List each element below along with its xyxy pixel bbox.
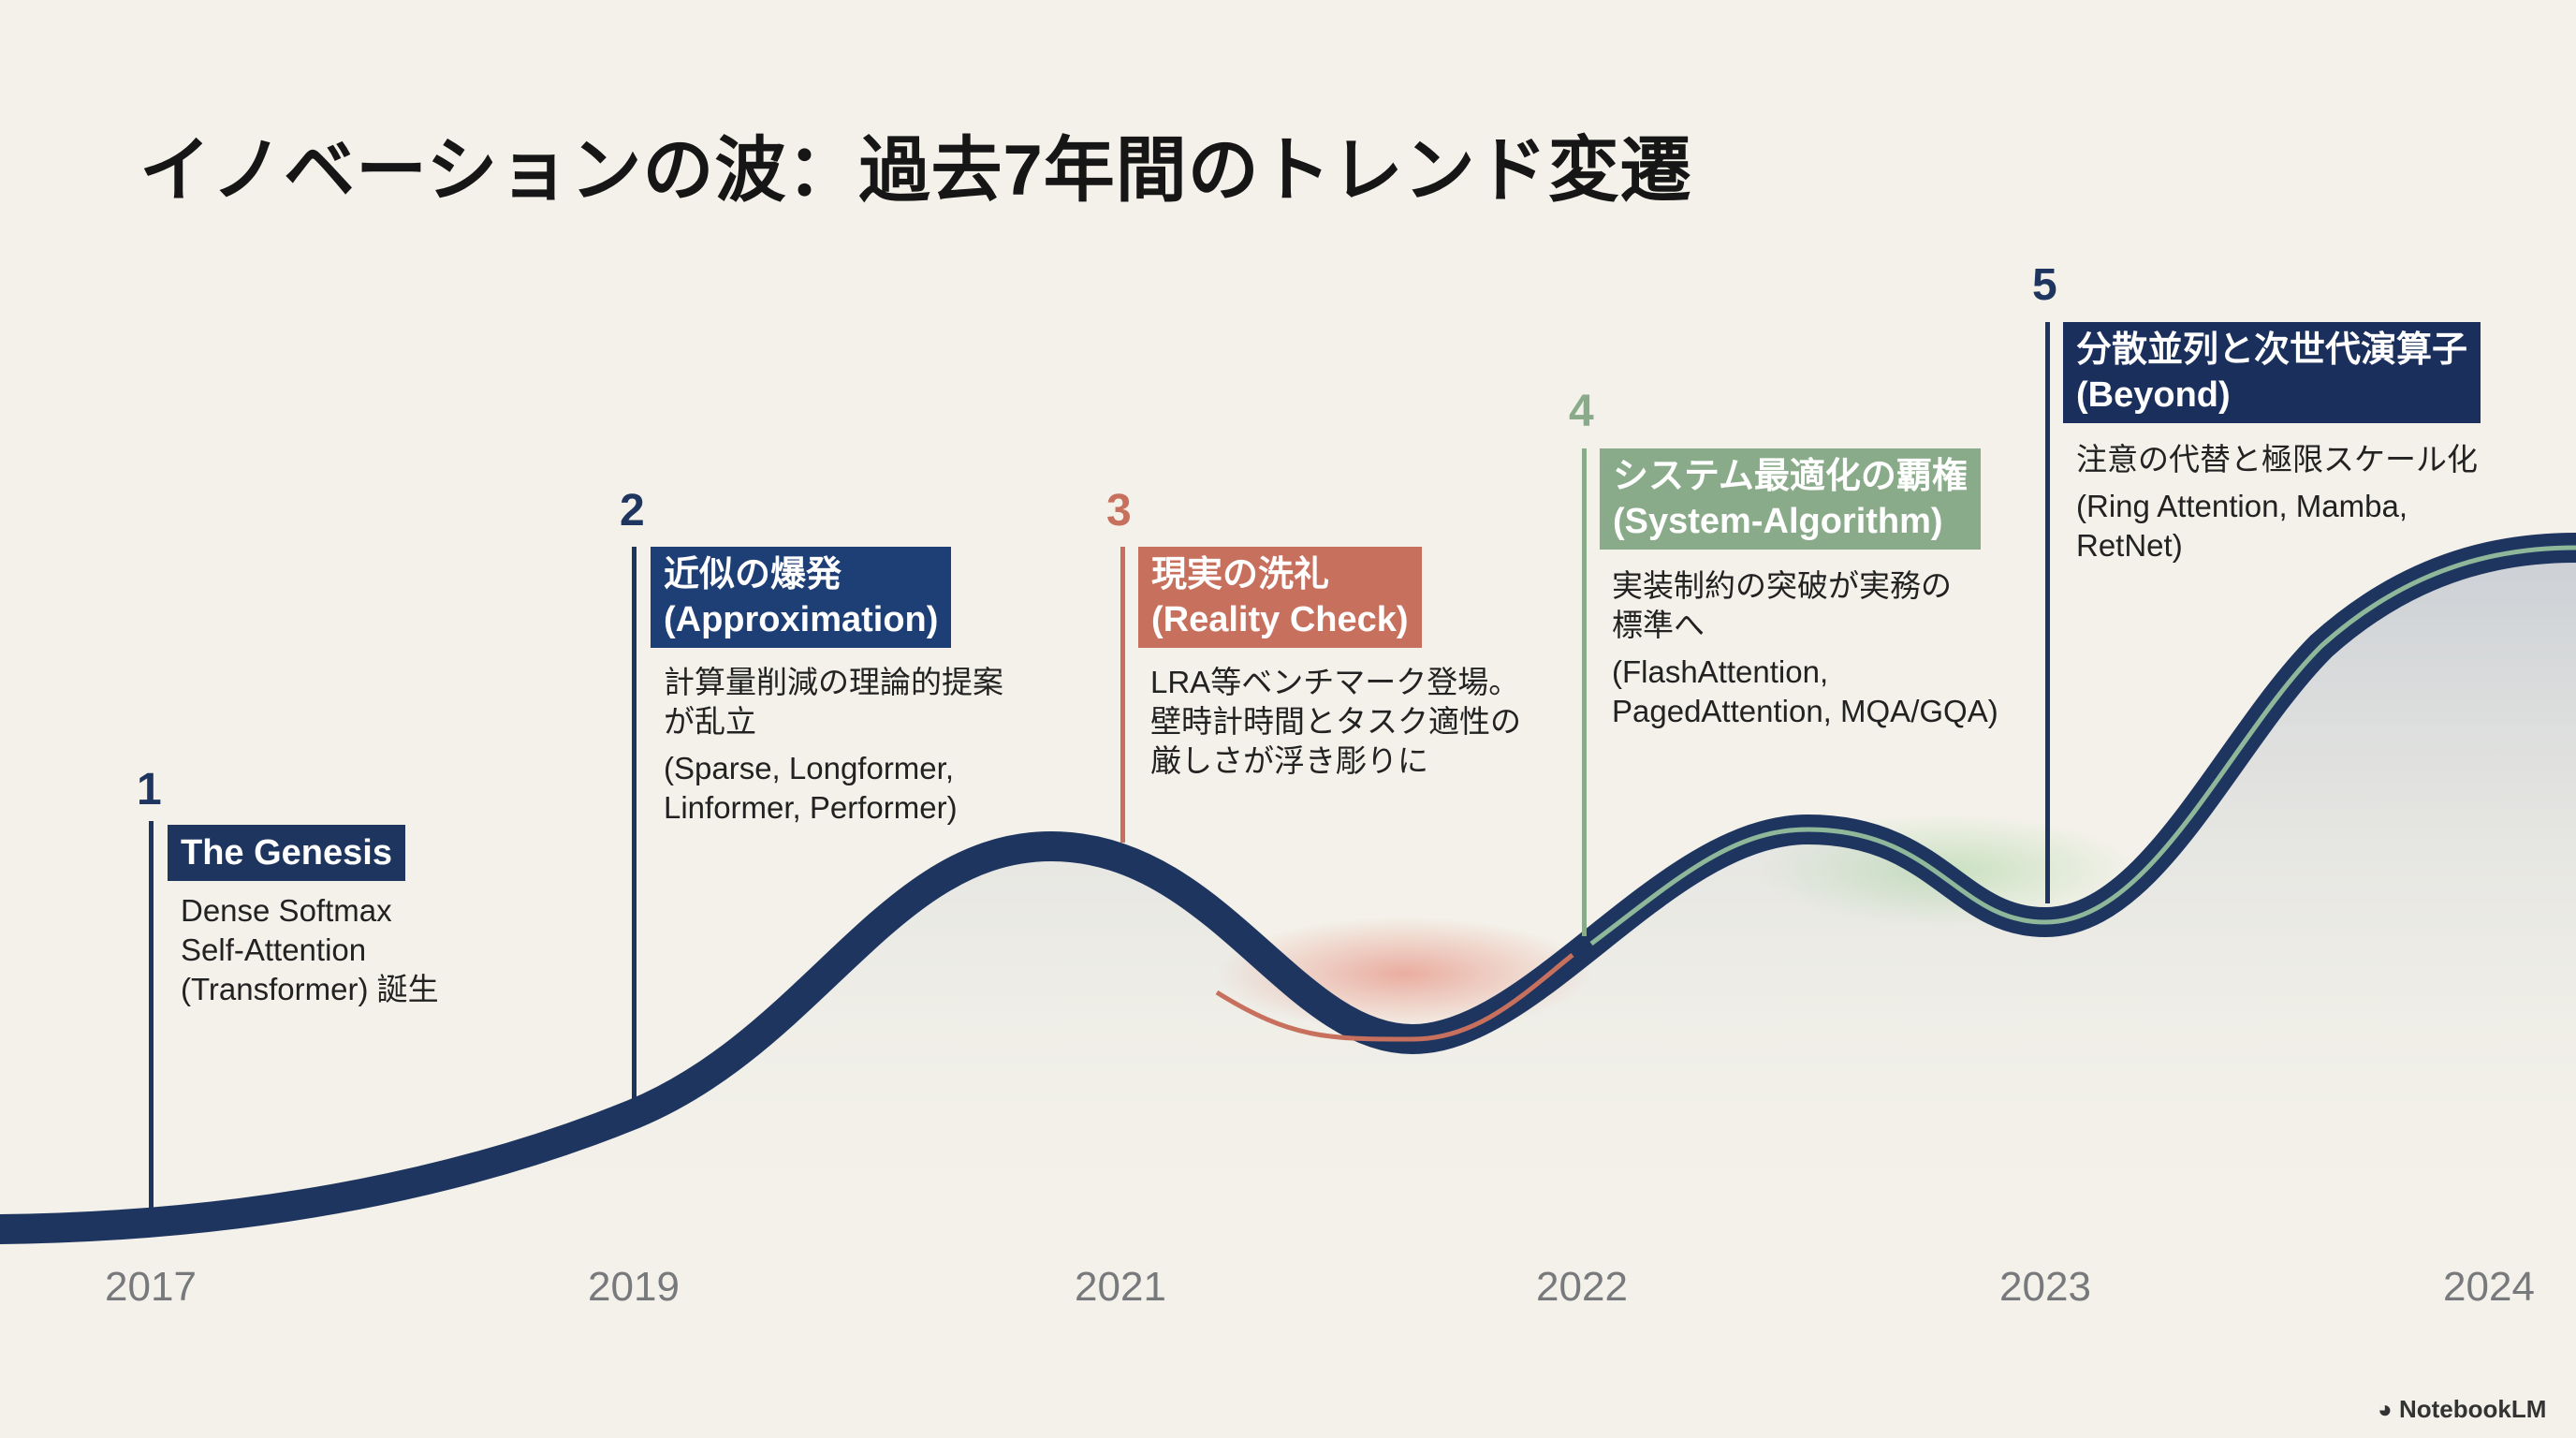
year-label: 2017 [105,1264,197,1310]
milestone-3-description: LRA等ベンチマーク登場。 壁時計時間とタスク適性の 厳しさが浮き彫りに [1150,663,1521,781]
desc-line: 壁時計時間とタスク適性の [1150,704,1521,739]
year-label: 2019 [588,1264,680,1310]
milestone-3-line [1120,547,1125,843]
desc-line: 厳しさが浮き彫りに [1150,743,1428,778]
wave-stripe-red [1215,953,1574,1042]
notebooklm-logo-icon: ◕ [2378,1395,2393,1423]
desc-line: Self-Attention [181,932,367,967]
milestone-1-number: 1 [137,765,162,814]
models-line: (FlashAttention, [1612,654,1829,689]
year-label: 2024 [2443,1264,2535,1310]
models-line: (Sparse, Longformer, [664,751,954,785]
desc-line: 実装制約の突破が実務の [1612,568,1952,603]
milestone-1-heading: The Genesis [168,825,405,881]
page-title: イノベーションの波：過去7年間のトレンド変遷 [139,131,1692,211]
wave-shading [0,548,2576,1245]
milestone-4-description: 実装制約の突破が実務の 標準へ (FlashAttention, PagedAt… [1612,566,1998,731]
milestone-5-heading: 分散並列と次世代演算子 (Beyond) [2063,322,2481,423]
desc-line: Dense Softmax [181,893,392,928]
milestone-3-heading: 現実の洗礼 (Reality Check) [1138,547,1422,648]
milestone-2-description: 計算量削減の理論的提案 が乱立 (Sparse, Longformer, Lin… [664,663,1003,828]
milestone-2-line [632,547,637,1125]
heading-english: (Beyond) [2076,375,2231,415]
desc-line: (Transformer) 誕生 [181,972,439,1006]
year-label: 2021 [1075,1264,1166,1310]
footer-brand: ◕ NotebookLM [2378,1395,2546,1424]
models-line: Linformer, Performer) [664,790,958,825]
milestone-4-line [1582,448,1587,936]
desc-line: 注意の代替と極限スケール化 [2076,442,2478,477]
wave-stripe-green [1589,545,2576,946]
milestone-2-number: 2 [620,486,645,536]
models-line: PagedAttention, MQA/GQA) [1612,694,1998,728]
heading-text: 近似の爆発 [664,555,842,594]
heading-text: 現実の洗礼 [1151,555,1330,594]
milestone-5-line [2045,322,2050,903]
year-label: 2023 [1999,1264,2091,1310]
models-line: RetNet) [2076,528,2183,563]
year-label: 2022 [1536,1264,1628,1310]
desc-line: LRA等ベンチマーク登場。 [1150,665,1520,699]
heading-text: システム最適化の覇権 [1613,457,1968,496]
milestone-1-line [149,821,154,1214]
milestone-5-description: 注意の代替と極限スケール化 (Ring Attention, Mamba, Re… [2076,440,2478,565]
heading-english: (Approximation) [664,600,939,639]
milestone-4-heading: システム最適化の覇権 (System-Algorithm) [1600,448,1981,550]
milestone-1-description: Dense Softmax Self-Attention (Transforme… [181,891,439,1009]
models-line: (Ring Attention, Mamba, [2076,489,2408,523]
desc-line: 計算量削減の理論的提案 [664,665,1003,699]
milestone-2-heading: 近似の爆発 (Approximation) [651,547,952,648]
heading-text: The Genesis [181,833,392,873]
milestone-4-number: 4 [1569,387,1594,436]
milestone-5-number: 5 [2032,260,2057,310]
heading-english: (Reality Check) [1151,600,1409,639]
brand-text: NotebookLM [2398,1395,2547,1423]
heading-english: (System-Algorithm) [1613,502,1943,541]
desc-line: 標準へ [1612,608,1705,642]
heading-text: 分散並列と次世代演算子 [2076,330,2468,370]
milestone-3-number: 3 [1106,486,1132,536]
desc-line: が乱立 [664,704,756,739]
